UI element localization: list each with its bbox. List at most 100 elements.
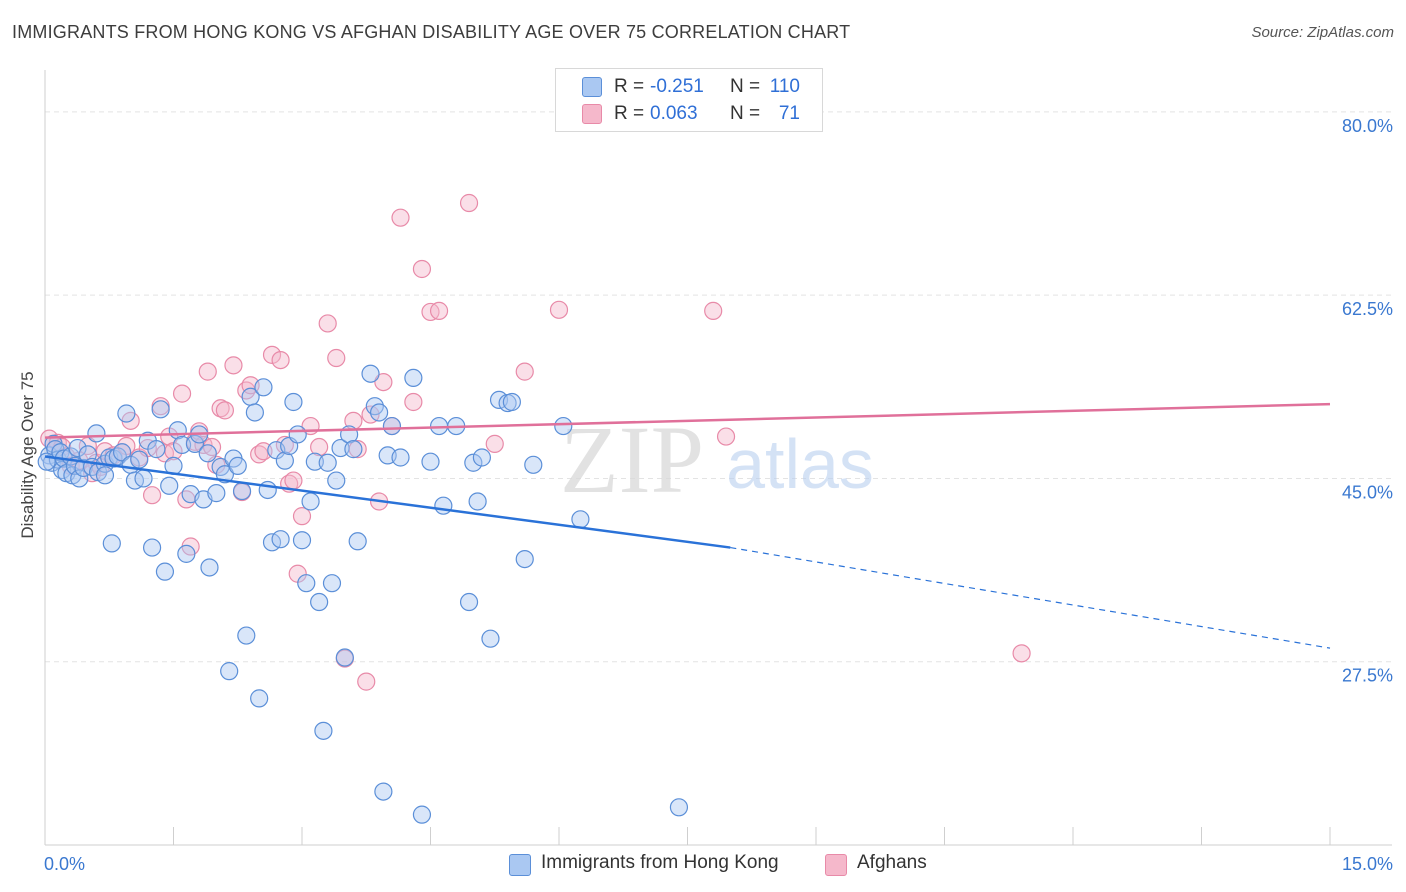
hong-kong-point	[374, 782, 393, 801]
hong-kong-point	[481, 629, 500, 648]
hong-kong-point	[515, 549, 534, 569]
hong-kong-point	[172, 435, 192, 455]
hong-kong-points	[37, 364, 689, 824]
axes	[44, 70, 1392, 846]
hong-kong-point	[322, 574, 342, 593]
bottom-legend-swatch-blue	[509, 854, 531, 876]
afghans-point	[459, 193, 479, 213]
hong-kong-point	[348, 532, 367, 551]
afghans-point	[374, 372, 393, 392]
y-tick-label: 27.5%	[1342, 666, 1393, 686]
hong-kong-point	[310, 592, 329, 612]
hong-kong-point	[344, 440, 363, 459]
legend-n-value: 71	[778, 103, 800, 124]
afghans-point	[404, 392, 423, 412]
legend-r-value: -0.251	[650, 76, 704, 97]
afghans-point	[429, 301, 449, 320]
afghans-point	[271, 351, 290, 370]
hong-kong-point	[271, 530, 290, 549]
hong-kong-point	[87, 424, 106, 443]
hong-kong-point	[215, 465, 234, 484]
legend-row-hong-kong: R = -0.251 N = 110	[556, 74, 822, 100]
legend-r-label: R =	[614, 103, 645, 124]
hong-kong-point	[554, 416, 573, 436]
afghans-point	[412, 259, 432, 279]
hong-kong-point	[134, 469, 153, 488]
hong-kong-point	[237, 626, 256, 645]
hong-kong-point	[102, 534, 121, 553]
afghans-point	[142, 486, 162, 505]
hong-kong-point	[382, 416, 402, 436]
hong-kong-point	[571, 510, 590, 529]
afghans-point	[327, 348, 346, 368]
hong-kong-point	[254, 378, 273, 397]
hong-kong-point	[151, 400, 170, 419]
hong-kong-point	[327, 471, 346, 490]
hong-kong-point	[117, 404, 136, 423]
hong-kong-point	[288, 425, 307, 444]
hong-kong-point	[142, 538, 162, 557]
afghans-point	[515, 362, 534, 381]
hong-kong-point	[284, 392, 303, 412]
afghans-point	[262, 345, 282, 364]
y-tick-label: 80.0%	[1342, 116, 1393, 136]
bottom-legend-label: Afghans	[857, 852, 927, 873]
y-axis-label: Disability Age Over 75	[18, 371, 37, 539]
hong-kong-trend-extension	[730, 546, 1331, 649]
hong-kong-point	[434, 496, 453, 515]
legend-r-label: R =	[614, 76, 645, 97]
hong-kong-point	[412, 805, 432, 824]
hong-kong-point	[472, 448, 491, 467]
afghans-point	[1012, 644, 1031, 663]
hong-kong-point	[421, 452, 440, 471]
hong-kong-point	[68, 438, 87, 458]
watermark-atlas: atlas	[726, 425, 874, 503]
bottom-legend-swatch-pink	[825, 854, 847, 876]
afghans-point	[485, 434, 504, 453]
hong-kong-point	[250, 689, 269, 708]
afghans-point	[224, 356, 243, 375]
hong-kong-point	[502, 392, 521, 412]
hong-kong-point	[112, 443, 132, 462]
hong-kong-point	[335, 648, 354, 667]
hong-kong-point	[130, 450, 149, 469]
chart-title: IMMIGRANTS FROM HONG KONG VS AFGHAN DISA…	[12, 22, 851, 42]
afghans-point	[549, 300, 569, 319]
afghans-point	[172, 384, 192, 403]
hong-kong-point	[459, 592, 479, 612]
hong-kong-point	[147, 440, 166, 459]
x-tick-label: 15.0%	[1342, 854, 1393, 874]
afghans-point	[716, 427, 736, 446]
legend-n-value: 110	[769, 76, 800, 97]
hong-kong-point	[464, 453, 483, 472]
trend-lines	[44, 402, 1331, 649]
afghans-point	[292, 507, 312, 526]
hong-kong-point	[468, 492, 487, 511]
hong-kong-point	[160, 476, 179, 495]
afghans-point	[357, 672, 376, 691]
hong-kong-point	[297, 574, 316, 593]
hong-kong-point	[275, 451, 294, 470]
afghans-point	[391, 208, 410, 227]
legend-n-label: N =	[730, 76, 761, 97]
bottom-legend-label: Immigrants from Hong Kong	[541, 852, 779, 873]
hong-kong-point	[232, 481, 252, 501]
hong-kong-point	[404, 368, 423, 388]
hong-kong-point	[95, 466, 115, 485]
hong-kong-point	[70, 469, 89, 488]
hong-kong-point	[391, 448, 410, 467]
hong-kong-point	[155, 562, 175, 581]
y-tick-label: 62.5%	[1342, 299, 1393, 319]
hong-kong-point	[669, 798, 689, 817]
y-tick-label: 45.0%	[1342, 482, 1393, 502]
legend-n-label: N =	[730, 103, 761, 124]
hong-kong-point	[228, 456, 247, 475]
afghans-point	[254, 442, 273, 461]
legend-swatch-blue	[582, 77, 602, 97]
afghans-trend-line	[44, 402, 1331, 439]
hong-kong-point	[361, 364, 380, 383]
afghans-point	[318, 314, 337, 333]
afghans-points	[40, 193, 1031, 691]
hong-kong-point	[207, 484, 226, 503]
